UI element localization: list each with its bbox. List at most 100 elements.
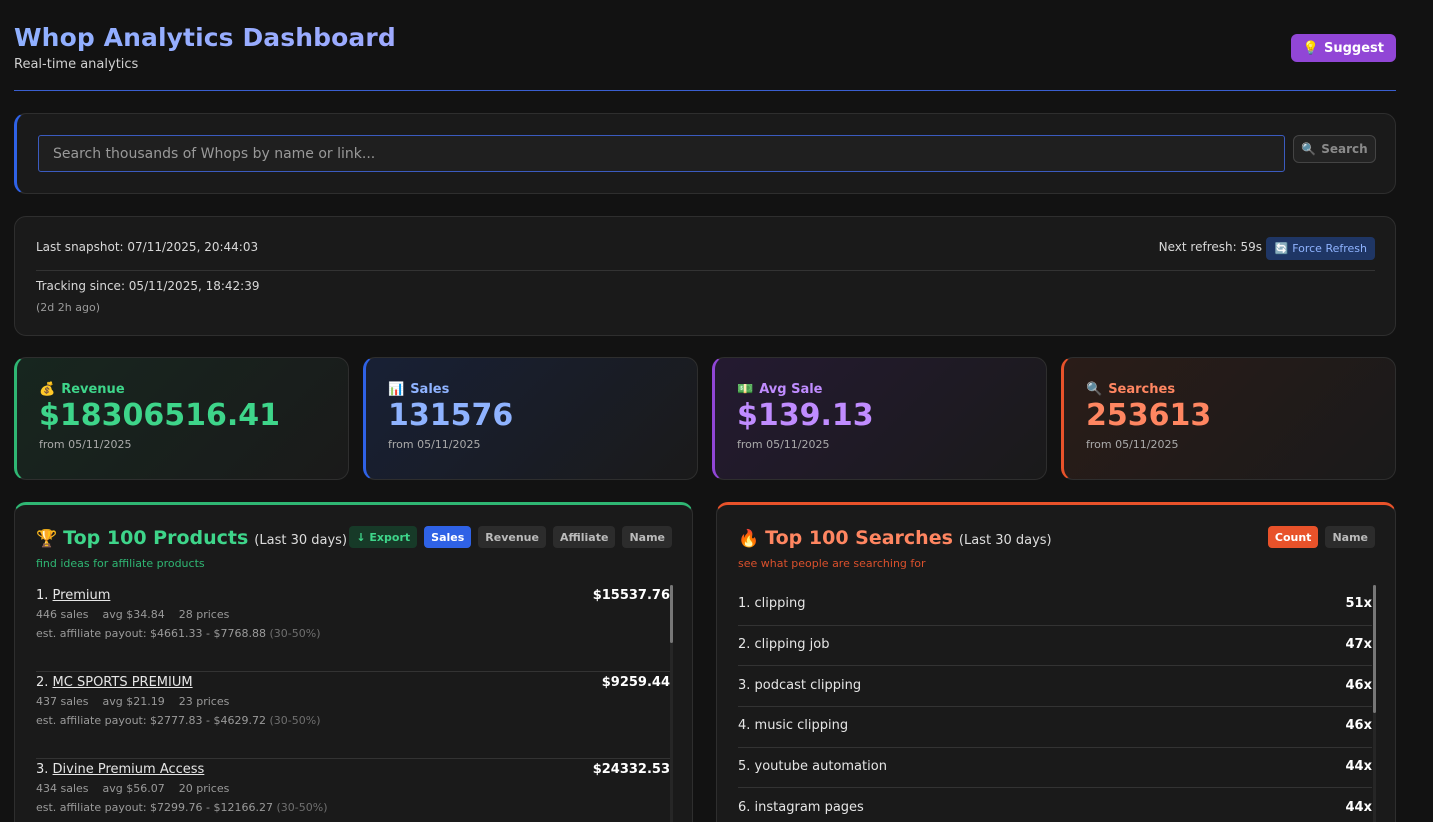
trophy-icon: 🏆 [36,529,58,549]
scrollbar[interactable] [670,585,673,822]
tracking-since: Tracking since: 05/11/2025, 18:42:39 [36,279,260,293]
search-count: 51x [1345,596,1372,612]
dollar-bill-icon: 💵 [737,382,754,397]
product-sales: 434 sales [36,782,89,795]
panel-subtitle: see what people are searching for [738,557,926,570]
list-item[interactable]: 2. clipping job 47x [738,626,1372,667]
list-item[interactable]: 4. music clipping 46x [738,707,1372,748]
product-link[interactable]: Divine Premium Access [52,762,205,777]
search-list: 1. clipping 51x 2. clipping job 47x 3. pod… [738,585,1372,822]
product-link[interactable]: MC SPORTS PREMIUM [52,675,193,690]
product-prices: 23 prices [178,695,230,708]
suggest-button[interactable]: 💡 Suggest [1290,34,1396,62]
stat-card-searches: 🔍 Searches 253613 from 05/11/2025 [1061,357,1396,480]
payout-pct: (30-50%) [269,627,321,640]
product-payout: est. affiliate payout: $4661.33 - $7768.… [36,627,266,640]
search-panel: Search thousands of Whops by name or lin… [14,113,1396,194]
search-input[interactable]: Search thousands of Whops by name or lin… [38,135,1285,172]
sort-count-button[interactable]: Count [1267,526,1319,548]
force-refresh-label: Force Refresh [1292,242,1367,255]
panel-period: (Last 30 days) [254,533,348,548]
panel-period: (Last 30 days) [958,533,1052,548]
stat-card-sales: 📊 Sales 131576 from 05/11/2025 [363,357,698,480]
payout-pct: (30-50%) [276,801,328,814]
sort-affiliate-button[interactable]: Affiliate [552,526,616,548]
search-count: 46x [1345,718,1372,734]
stat-card-avg-sale: 💵 Avg Sale $139.13 from 05/11/2025 [712,357,1047,480]
product-list: 1. Premium $15537.76 446 sales avg $34.84… [36,585,670,822]
bar-chart-icon: 📊 [388,382,405,397]
stat-label: Sales [410,382,450,397]
product-prices: 20 prices [178,782,230,795]
list-item: 2. MC SPORTS PREMIUM $9259.44 437 sales a… [36,672,670,759]
product-amount: $24332.53 [592,762,670,777]
suggest-button-label: Suggest [1324,40,1384,56]
fire-icon: 🔥 [738,529,760,549]
rank: 2. [36,675,49,690]
sort-name-button[interactable]: Name [1325,526,1375,548]
panel-subtitle: find ideas for affiliate products [36,557,205,570]
search-term: 4. music clipping [738,718,849,734]
list-item[interactable]: 3. podcast clipping 46x [738,666,1372,708]
magnifier-icon: 🔍 [1301,142,1317,156]
panel-title-text: Top 100 Searches [765,527,953,549]
sort-revenue-button[interactable]: Revenue [478,526,546,548]
search-count: 47x [1345,637,1372,653]
search-term: 6. instagram pages [738,799,864,815]
magnifier-icon: 🔍 [1086,382,1103,397]
page-subtitle: Real-time analytics [14,57,139,72]
stat-value: $18306516.41 [39,398,281,433]
scrollbar-thumb[interactable] [670,585,673,643]
next-refresh: Next refresh: 59s [1158,240,1262,254]
stat-value: 131576 [388,398,514,433]
panel-title-text: Top 100 Products [63,527,249,549]
sort-controls: Count Name [1267,526,1375,548]
list-item[interactable]: 6. instagram pages 44x [738,788,1372,822]
search-count: 46x [1345,677,1372,693]
payout-pct: (30-50%) [269,714,321,727]
list-item: 3. Divine Premium Access $24332.53 434 s… [36,759,670,822]
list-item[interactable]: 1. clipping 51x [738,585,1372,626]
panel-title: 🏆 Top 100 Products (Last 30 days) [36,527,347,549]
search-term: 2. clipping job [738,637,830,653]
product-avg: avg $56.07 [102,782,165,795]
product-sales: 437 sales [36,695,89,708]
product-prices: 28 prices [178,608,230,621]
list-item: 1. Premium $15537.76 446 sales avg $34.84… [36,585,670,672]
stat-label: Revenue [61,382,125,397]
stat-from: from 05/11/2025 [39,438,132,451]
scrollbar-thumb[interactable] [1373,585,1376,713]
export-button[interactable]: ↓ Export [349,526,418,548]
divider [36,270,1375,271]
top-products-panel: 🏆 Top 100 Products (Last 30 days) find i… [14,502,693,822]
force-refresh-button[interactable]: 🔄 Force Refresh [1266,237,1375,260]
product-avg: avg $34.84 [102,608,165,621]
sort-sales-button[interactable]: Sales [424,526,472,548]
search-button-label: Search [1321,142,1368,156]
stat-card-revenue: 💰 Revenue $18306516.41 from 05/11/2025 [14,357,349,480]
list-item[interactable]: 5. youtube automation 44x [738,748,1372,789]
header: Whop Analytics Dashboard Real-time analy… [14,22,1396,91]
refresh-icon: 🔄 [1274,242,1289,255]
sort-name-button[interactable]: Name [622,526,672,548]
scrollbar[interactable] [1373,585,1376,822]
sort-controls: ↓ Export Sales Revenue Affiliate Name [349,526,672,548]
money-bag-icon: 💰 [39,382,56,397]
rank: 1. [36,588,49,603]
panel-title: 🔥 Top 100 Searches (Last 30 days) [738,527,1052,549]
search-term: 3. podcast clipping [738,677,862,693]
product-payout: est. affiliate payout: $7299.76 - $12166… [36,801,273,814]
product-sales: 446 sales [36,608,89,621]
top-searches-panel: 🔥 Top 100 Searches (Last 30 days) see wh… [716,502,1396,822]
stat-from: from 05/11/2025 [1086,438,1179,451]
search-button[interactable]: 🔍 Search [1293,135,1376,163]
last-snapshot: Last snapshot: 07/11/2025, 20:44:03 [36,240,259,254]
rank: 3. [36,762,49,777]
stat-label: Avg Sale [759,382,823,397]
product-link[interactable]: Premium [52,588,111,603]
stat-from: from 05/11/2025 [737,438,830,451]
stat-label: Searches [1108,382,1176,397]
page-title: Whop Analytics Dashboard [14,22,1396,54]
stat-value: $139.13 [737,398,874,433]
product-amount: $15537.76 [592,588,670,603]
